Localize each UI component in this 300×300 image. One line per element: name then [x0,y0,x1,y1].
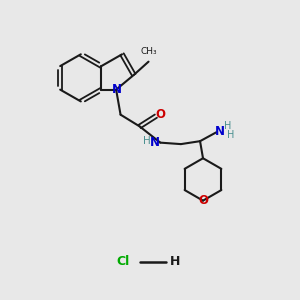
Text: H: H [224,121,231,131]
Text: H: H [170,255,180,268]
Text: H: H [143,136,151,146]
Text: N: N [112,83,122,96]
Text: N: N [215,125,225,138]
Text: H: H [227,130,235,140]
Text: N: N [150,136,160,149]
Text: O: O [198,194,208,207]
Text: O: O [155,108,165,121]
Text: Cl: Cl [117,255,130,268]
Text: CH₃: CH₃ [141,47,158,56]
